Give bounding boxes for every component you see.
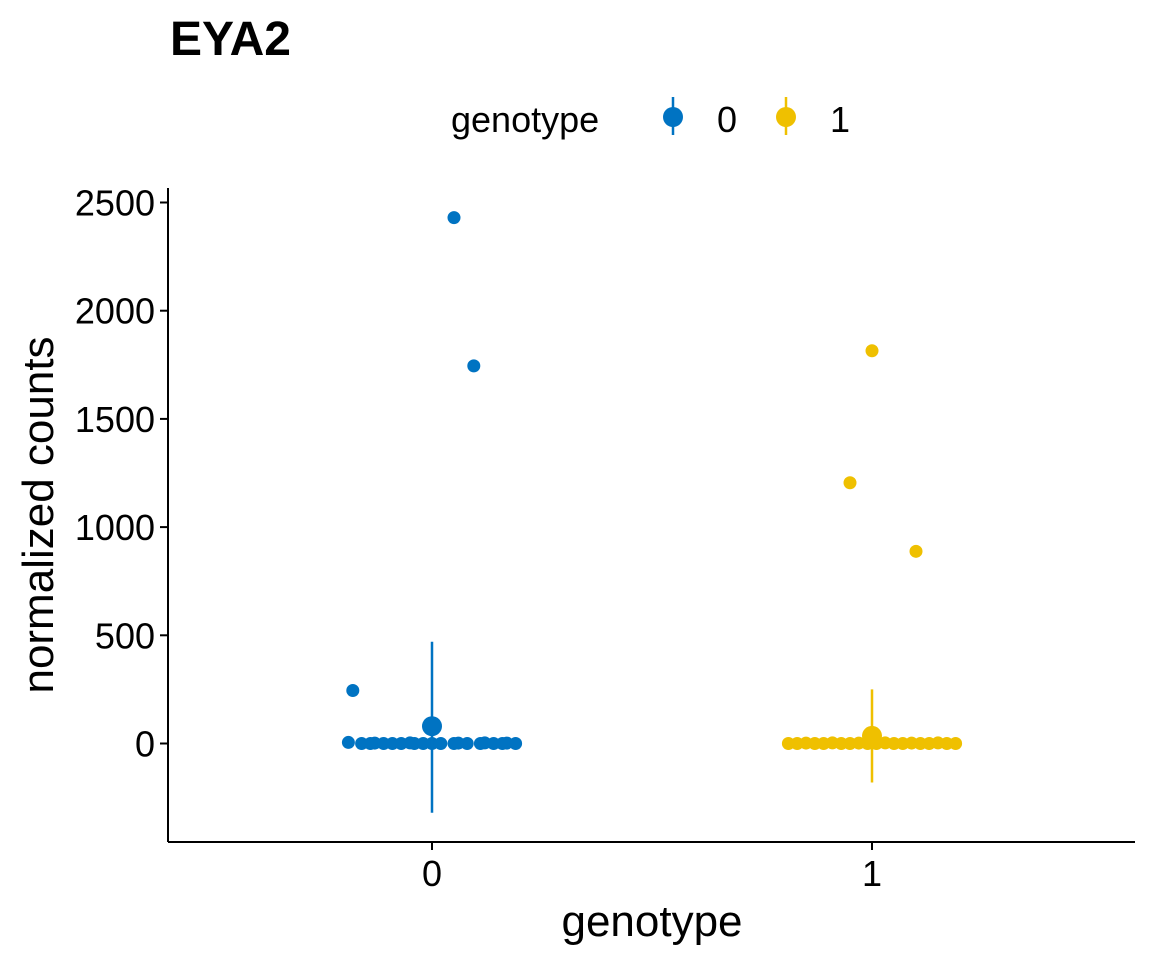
x-axis-title: genotype xyxy=(561,897,742,946)
data-marks xyxy=(341,211,963,813)
chart-title: EYA2 xyxy=(170,13,291,66)
data-point xyxy=(509,737,523,750)
data-point xyxy=(341,735,355,749)
data-point xyxy=(434,737,448,750)
y-tick-label: 1000 xyxy=(75,507,155,548)
data-point xyxy=(346,683,360,697)
mean-point xyxy=(862,725,882,746)
data-point xyxy=(865,344,879,358)
data-point xyxy=(460,737,474,750)
y-tick-label: 1500 xyxy=(75,399,155,440)
legend-key-point xyxy=(776,107,796,127)
y-tick-label: 2000 xyxy=(75,291,155,332)
y-tick-label: 500 xyxy=(95,615,155,656)
legend: genotype 0 1 xyxy=(451,97,850,140)
legend-title: genotype xyxy=(451,99,599,140)
x-tick-label: 1 xyxy=(862,853,882,894)
series-1 xyxy=(781,344,963,783)
legend-key-0 xyxy=(663,97,683,135)
series-0 xyxy=(341,211,523,813)
y-axis-title: normalized counts xyxy=(14,336,63,693)
y-tick-label: 0 xyxy=(135,724,155,765)
legend-label: 1 xyxy=(830,99,850,140)
legend-key-point xyxy=(663,107,683,127)
y-tick-label: 2500 xyxy=(75,183,155,224)
data-point xyxy=(467,359,481,373)
data-point xyxy=(949,737,963,750)
legend-label: 0 xyxy=(717,99,737,140)
y-axis-ticks: 0 500 1000 1500 2000 2500 xyxy=(75,183,168,765)
data-point xyxy=(843,476,857,490)
data-point xyxy=(447,211,461,225)
legend-key-1 xyxy=(776,97,796,135)
x-tick-label: 0 xyxy=(422,853,442,894)
data-point xyxy=(909,544,923,558)
mean-point xyxy=(422,716,442,737)
